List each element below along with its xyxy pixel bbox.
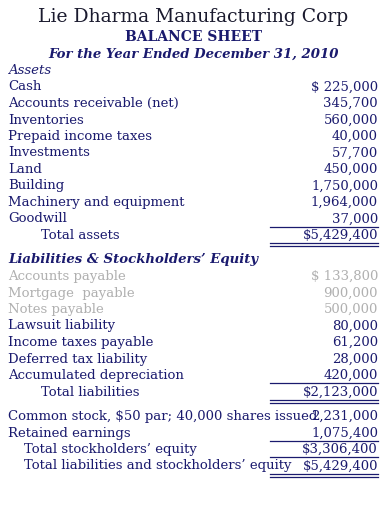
Text: 1,750,000: 1,750,000: [311, 180, 378, 192]
Text: BALANCE SHEET: BALANCE SHEET: [125, 30, 262, 44]
Text: Total assets: Total assets: [24, 229, 120, 242]
Text: Investments: Investments: [8, 147, 90, 160]
Text: Lie Dharma Manufacturing Corp: Lie Dharma Manufacturing Corp: [38, 8, 349, 26]
Text: Assets: Assets: [8, 64, 51, 77]
Text: Land: Land: [8, 163, 42, 176]
Text: 40,000: 40,000: [332, 130, 378, 143]
Text: 345,700: 345,700: [324, 97, 378, 110]
Text: 1,075,400: 1,075,400: [311, 426, 378, 440]
Text: 420,000: 420,000: [324, 369, 378, 382]
Text: Accumulated depreciation: Accumulated depreciation: [8, 369, 184, 382]
Text: 560,000: 560,000: [324, 113, 378, 126]
Text: 2,231,000: 2,231,000: [311, 410, 378, 423]
Text: Cash: Cash: [8, 81, 41, 93]
Text: $ 225,000: $ 225,000: [311, 81, 378, 93]
Text: Mortgage  payable: Mortgage payable: [8, 287, 135, 299]
Text: $ 133,800: $ 133,800: [311, 270, 378, 283]
Text: $5,429,400: $5,429,400: [303, 460, 378, 473]
Text: 900,000: 900,000: [324, 287, 378, 299]
Text: Liabilities & Stockholders’ Equity: Liabilities & Stockholders’ Equity: [8, 253, 258, 267]
Text: Building: Building: [8, 180, 64, 192]
Text: Machinery and equipment: Machinery and equipment: [8, 196, 185, 209]
Text: 450,000: 450,000: [324, 163, 378, 176]
Text: $2,123,000: $2,123,000: [303, 385, 378, 398]
Text: $5,429,400: $5,429,400: [303, 229, 378, 242]
Text: Retained earnings: Retained earnings: [8, 426, 131, 440]
Text: 57,700: 57,700: [332, 147, 378, 160]
Text: Lawsuit liability: Lawsuit liability: [8, 319, 115, 333]
Text: Common stock, $50 par; 40,000 shares issued: Common stock, $50 par; 40,000 shares iss…: [8, 410, 317, 423]
Text: Total stockholders’ equity: Total stockholders’ equity: [24, 443, 197, 456]
Text: Total liabilities and stockholders’ equity: Total liabilities and stockholders’ equi…: [24, 460, 291, 473]
Text: For the Year Ended December 31, 2010: For the Year Ended December 31, 2010: [48, 48, 339, 61]
Text: 28,000: 28,000: [332, 353, 378, 366]
Text: Inventories: Inventories: [8, 113, 84, 126]
Text: 61,200: 61,200: [332, 336, 378, 349]
Text: 500,000: 500,000: [324, 303, 378, 316]
Text: $3,306,400: $3,306,400: [302, 443, 378, 456]
Text: Accounts receivable (net): Accounts receivable (net): [8, 97, 179, 110]
Text: Accounts payable: Accounts payable: [8, 270, 126, 283]
Text: Prepaid income taxes: Prepaid income taxes: [8, 130, 152, 143]
Text: Total liabilities: Total liabilities: [24, 385, 139, 398]
Text: Deferred tax liability: Deferred tax liability: [8, 353, 147, 366]
Text: Notes payable: Notes payable: [8, 303, 104, 316]
Text: Goodwill: Goodwill: [8, 212, 67, 226]
Text: 1,964,000: 1,964,000: [311, 196, 378, 209]
Text: 80,000: 80,000: [332, 319, 378, 333]
Text: Income taxes payable: Income taxes payable: [8, 336, 153, 349]
Text: 37,000: 37,000: [332, 212, 378, 226]
